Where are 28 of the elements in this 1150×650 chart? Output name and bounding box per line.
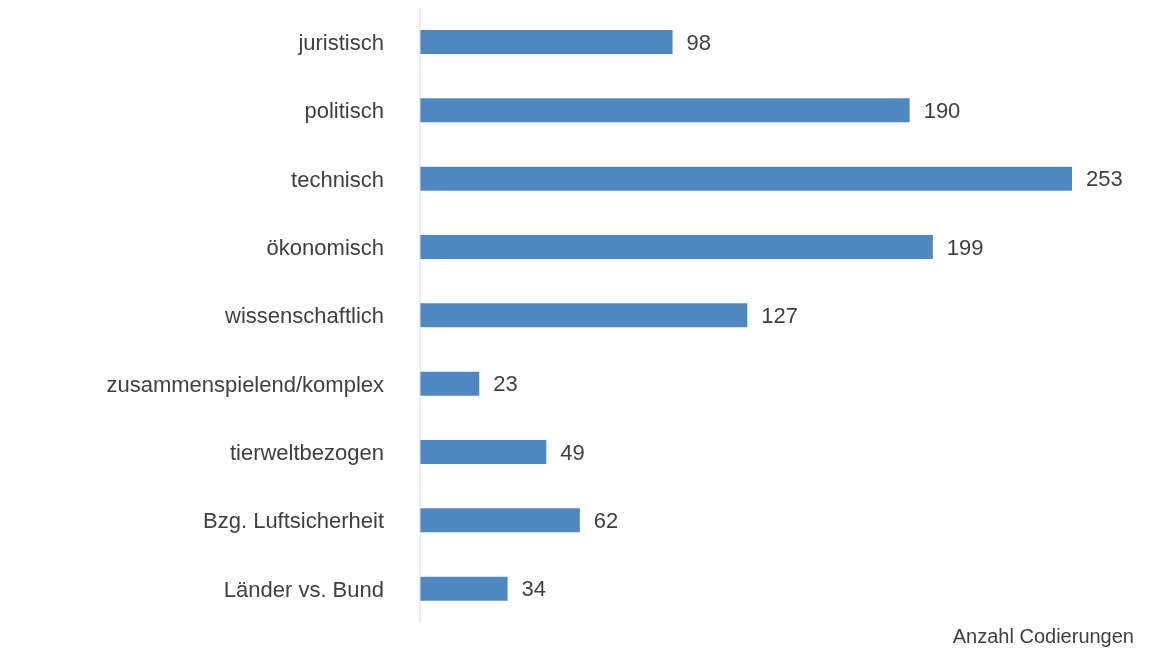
bar	[420, 235, 933, 259]
y-tick-label: technisch	[291, 166, 384, 192]
bar	[420, 576, 508, 601]
y-tick-label: Bzg. Luftsicherheit	[203, 508, 384, 534]
bar	[420, 440, 547, 464]
y-tick-label: zusammenspielend/komplex	[106, 371, 384, 397]
bar	[420, 371, 480, 396]
data-label: 34	[521, 576, 547, 602]
data-label: 98	[686, 29, 712, 55]
bar	[420, 166, 1072, 191]
data-label: 253	[1086, 166, 1123, 192]
bar	[420, 98, 910, 123]
data-label: 199	[946, 234, 984, 260]
data-label: 127	[761, 303, 799, 329]
y-tick-label: politisch	[304, 98, 384, 124]
y-tick-label: wissenschaftlich	[224, 303, 384, 329]
data-label: 190	[923, 98, 961, 124]
data-label: 23	[493, 371, 518, 397]
y-tick-label: tierweltbezogen	[229, 439, 384, 465]
bar	[420, 30, 673, 54]
bar	[420, 508, 580, 533]
y-tick-label: juristisch	[297, 29, 384, 55]
y-tick-label: Länder vs. Bund	[223, 576, 384, 602]
y-tick-label: ökonomisch	[266, 234, 384, 260]
data-label: 62	[593, 508, 619, 534]
x-axis-title: Anzahl Codierungen	[952, 625, 1134, 648]
data-label: 49	[560, 439, 585, 465]
bar	[420, 303, 748, 328]
